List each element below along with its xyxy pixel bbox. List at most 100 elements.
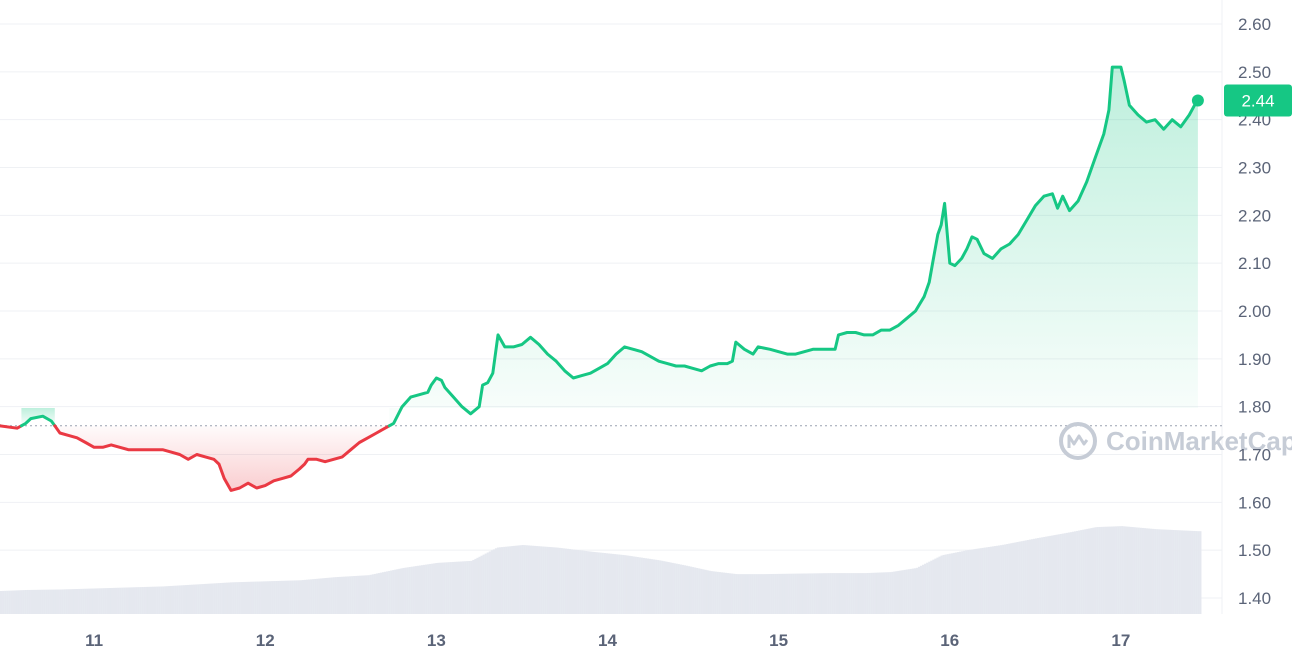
volume-bar [1026, 540, 1029, 614]
volume-bar [878, 572, 882, 614]
volume-bar [1152, 528, 1155, 614]
volume-bar [84, 588, 87, 614]
volume-bar [1030, 539, 1034, 614]
volume-bar [420, 565, 424, 614]
volume-bar [1170, 529, 1173, 614]
volume-bar [240, 582, 243, 614]
volume-bar [667, 562, 670, 614]
volume-bar [529, 545, 533, 614]
volume-bar [735, 574, 738, 614]
volume-bar [359, 575, 362, 614]
volume-bar [396, 569, 399, 614]
volume-bar [761, 574, 765, 614]
volume-bar [464, 561, 467, 614]
volume-bar [833, 573, 836, 614]
volume-bar [65, 589, 68, 614]
volume-bar [934, 558, 937, 614]
volume-bar [375, 573, 378, 614]
coinmarketcap-logo-icon [1059, 422, 1097, 460]
volume-bar [285, 580, 288, 614]
volume-bar [1028, 539, 1032, 614]
volume-bar [603, 553, 606, 614]
volume-bar [154, 586, 157, 614]
y-tick-label: 2.60 [1238, 15, 1271, 34]
volume-bar [597, 552, 600, 614]
volume-bar [61, 589, 64, 614]
volume-bar [1115, 526, 1118, 614]
volume-bar [2, 590, 5, 614]
watermark-text: CoinMarketCap [1106, 426, 1292, 456]
volume-bar [1002, 544, 1005, 614]
volume-bar [129, 587, 132, 614]
volume-bar [1094, 527, 1097, 614]
area-up [389, 67, 1198, 426]
volume-bar [392, 570, 395, 614]
volume-bar [427, 564, 430, 614]
volume-bar [332, 577, 335, 614]
volume-bar [661, 560, 664, 614]
volume-bar [969, 549, 972, 614]
y-axis: 1.40 1.50 1.60 1.70 1.80 1.90 2.00 2.10 2.20 2.30… [1238, 15, 1271, 608]
volume-bar [449, 562, 452, 614]
volume-bar [388, 570, 391, 614]
volume-bar [1149, 528, 1153, 614]
volume-bar [18, 590, 21, 614]
volume-bar [1117, 526, 1120, 614]
volume-bar [706, 570, 709, 614]
volume-bar [283, 580, 286, 614]
volume-bar [800, 573, 804, 614]
volume-bar [700, 568, 703, 614]
volume-bar [297, 580, 300, 614]
volume-bar [967, 550, 970, 614]
volume-bar [712, 571, 715, 614]
volume-bar [1121, 526, 1124, 614]
volume-bar [626, 555, 629, 614]
volume-bar [998, 545, 1001, 614]
volume-bar [367, 575, 370, 614]
volume-bar [492, 549, 496, 614]
y-tick-label: 1.40 [1238, 589, 1271, 608]
current-price-badge: 2.44 [1191, 84, 1292, 117]
volume-bar [517, 545, 520, 614]
volume-bar [22, 590, 25, 614]
volume-bar [770, 574, 773, 614]
volume-bar [991, 546, 995, 614]
volume-bar [829, 573, 832, 614]
volume-bar [568, 549, 572, 614]
y-tick-label: 2.50 [1238, 63, 1271, 82]
volume-bar [782, 573, 785, 614]
volume-bar [856, 573, 859, 614]
volume-bar [1162, 529, 1165, 614]
volume-bar [472, 559, 475, 614]
volume-bar [1076, 530, 1079, 614]
volume-bar [353, 576, 356, 614]
volume-bar [716, 571, 719, 614]
volume-bar [86, 588, 89, 614]
y-tick-label: 2.20 [1238, 206, 1271, 225]
volume-bar [455, 561, 459, 614]
volume-bar [1057, 534, 1060, 614]
volume-bar [620, 554, 623, 614]
volume-bar [336, 577, 339, 614]
volume-bar [41, 589, 44, 614]
volume-bar [653, 559, 656, 614]
volume-bar [1172, 529, 1175, 614]
x-tick-label: 15 [769, 631, 788, 650]
volume-bar [482, 554, 485, 614]
volume-bar [915, 567, 919, 614]
volume-bar [796, 573, 799, 614]
volume-bar [636, 557, 639, 614]
volume-bar [119, 587, 122, 614]
volume-bar [587, 551, 590, 614]
volume-bar [1073, 531, 1077, 614]
volume-bar [983, 547, 986, 614]
volume-bar [1154, 529, 1157, 614]
volume-bar [977, 548, 980, 614]
y-tick-label: 1.80 [1238, 398, 1271, 417]
volume-bar [496, 547, 500, 614]
volume-bar [731, 573, 734, 614]
volume-bar [242, 581, 245, 614]
volume-bar [768, 574, 771, 614]
volume-bar [408, 567, 411, 614]
volume-bar [1174, 530, 1177, 614]
